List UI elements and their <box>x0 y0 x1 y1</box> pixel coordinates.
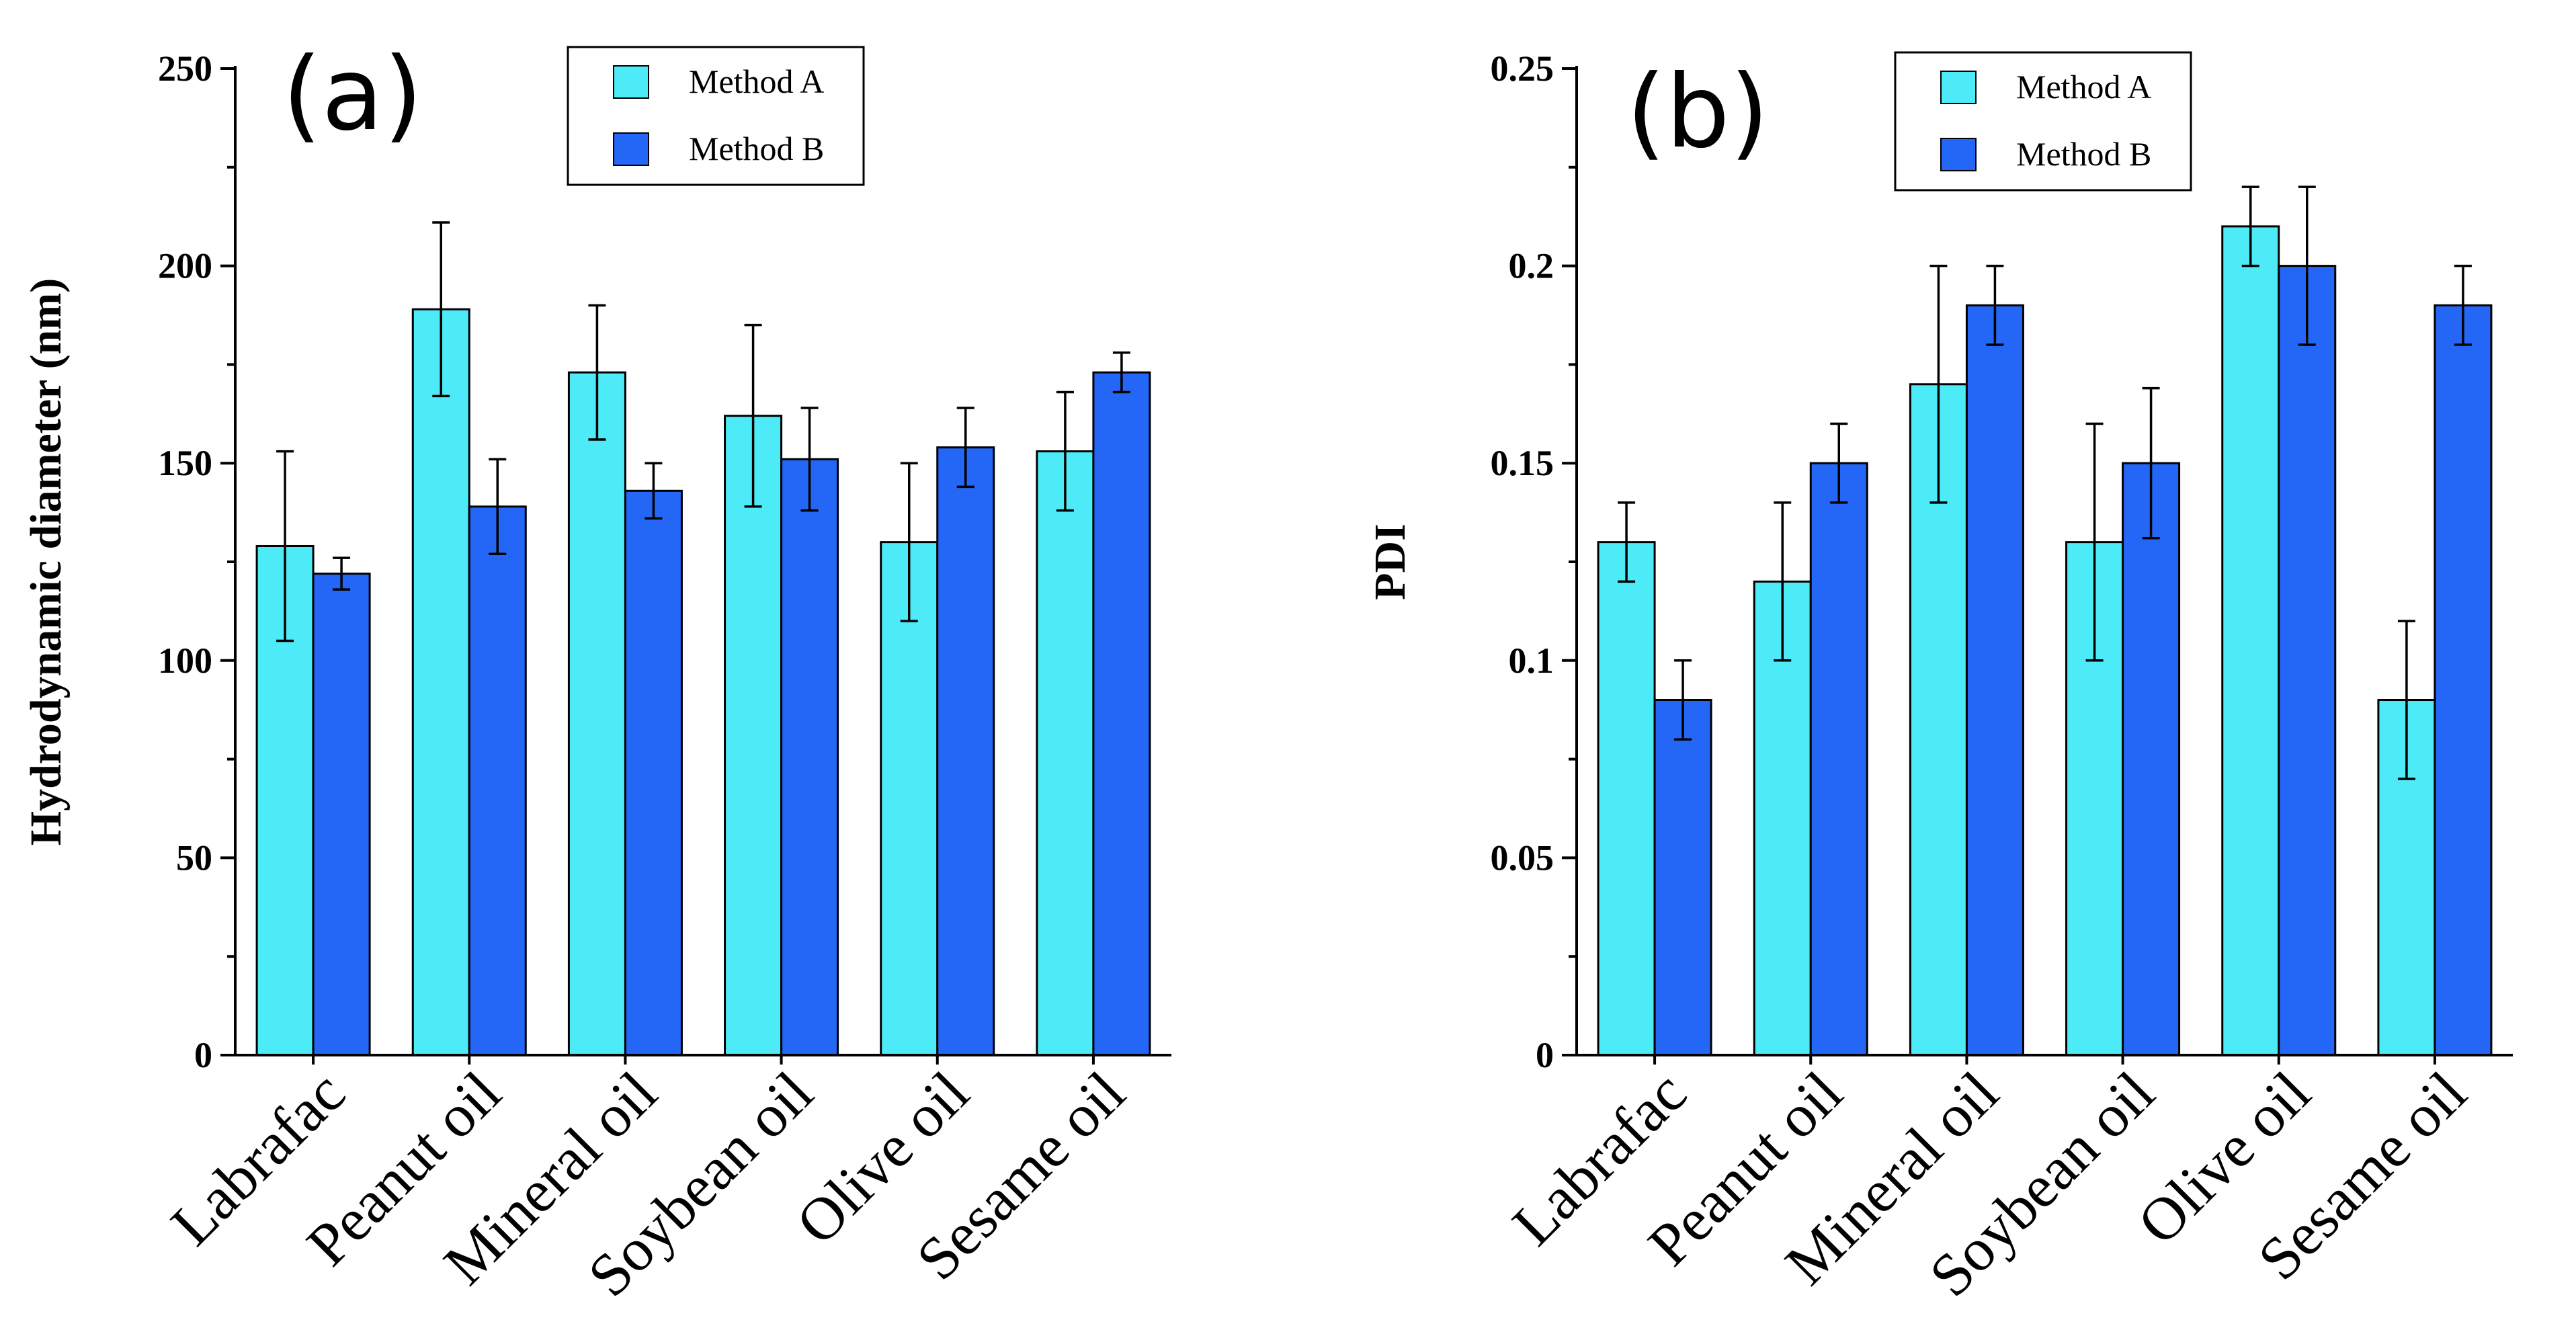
y-tick-label: 0 <box>1536 1035 1554 1075</box>
error-bar-method-b-olive-oil <box>956 407 974 489</box>
legend-label-method-b: Method B <box>689 130 824 167</box>
bar-method-a-sesame-oil <box>1036 450 1095 1056</box>
y-tick-label: 0.25 <box>1491 48 1554 89</box>
bar-method-a-olive-oil <box>2221 225 2280 1056</box>
bar-method-b-soybean-oil <box>780 458 839 1056</box>
legend-label-method-a: Method A <box>689 63 824 100</box>
error-bar-method-a-mineral-oil <box>1929 264 1948 504</box>
bar-method-b-soybean-oil <box>2122 462 2181 1056</box>
legend: Method A Method B <box>1894 51 2192 192</box>
error-bar-method-a-peanut-oil <box>432 221 450 398</box>
legend-swatch-method-b <box>1940 138 1977 171</box>
panel-label: (a) <box>282 36 423 153</box>
y-tick-label: 100 <box>158 640 212 681</box>
bar-method-b-olive-oil <box>936 446 995 1056</box>
error-bar-method-a-olive-oil <box>900 462 918 622</box>
bar-method-b-mineral-oil <box>624 489 683 1056</box>
error-bar-method-b-labrafac <box>333 556 351 591</box>
error-bar-method-b-mineral-oil <box>1986 264 2004 346</box>
bar-method-b-peanut-oil <box>1809 462 1868 1056</box>
error-bar-method-b-labrafac <box>1674 659 1692 741</box>
y-tick-label: 0.15 <box>1491 443 1554 483</box>
legend-swatch-method-a <box>1940 71 1977 104</box>
bar-method-b-peanut-oil <box>468 505 527 1056</box>
legend: Method A Method B <box>567 46 865 186</box>
error-bar-method-a-peanut-oil <box>1774 501 1792 662</box>
bar-method-b-labrafac <box>312 573 371 1056</box>
legend-swatch-method-a <box>613 65 649 99</box>
error-bar-method-b-mineral-oil <box>645 462 663 520</box>
error-bar-method-b-peanut-oil <box>489 458 507 556</box>
error-bar-method-b-sesame-oil <box>2454 264 2472 346</box>
error-bar-method-a-labrafac <box>276 450 294 642</box>
y-axis-label: Hydrodynamic diameter (nm) <box>22 278 71 846</box>
y-tick-label: 150 <box>158 443 212 483</box>
error-bar-method-a-soybean-oil <box>744 323 762 508</box>
bar-method-a-olive-oil <box>880 541 939 1056</box>
y-tick-label: 0.2 <box>1509 246 1554 286</box>
y-axis-label: PDI <box>1366 524 1415 600</box>
y-tick-label: 250 <box>158 48 212 89</box>
bar-method-a-mineral-oil <box>567 371 626 1056</box>
legend-swatch-method-b <box>613 132 649 166</box>
bar-method-b-olive-oil <box>2278 265 2337 1056</box>
y-tick-label: 0 <box>194 1035 212 1075</box>
error-bar-method-a-soybean-oil <box>2085 422 2104 662</box>
error-bar-method-a-sesame-oil <box>2397 620 2415 780</box>
bar-method-b-sesame-oil <box>1092 371 1151 1056</box>
error-bar-method-a-olive-oil <box>2241 185 2259 267</box>
legend-label-method-b: Method B <box>2016 135 2151 173</box>
bar-method-a-soybean-oil <box>724 415 783 1056</box>
error-bar-method-a-mineral-oil <box>588 304 606 441</box>
legend-label-method-a: Method A <box>2016 68 2151 106</box>
error-bar-method-a-sesame-oil <box>1056 390 1074 512</box>
y-tick-label: 0.1 <box>1509 640 1554 681</box>
error-bar-method-b-olive-oil <box>2298 185 2316 346</box>
y-tick-label: 50 <box>176 837 212 878</box>
bar-method-b-sesame-oil <box>2434 304 2493 1056</box>
error-bar-method-b-soybean-oil <box>800 407 819 512</box>
y-tick-label: 200 <box>158 246 212 286</box>
error-bar-method-a-labrafac <box>1618 501 1636 583</box>
bar-method-b-labrafac <box>1653 699 1712 1056</box>
bar-method-a-labrafac <box>1597 541 1656 1056</box>
bar-method-b-mineral-oil <box>1965 304 2024 1056</box>
y-tick-label: 0.05 <box>1491 837 1554 878</box>
error-bar-method-b-sesame-oil <box>1112 351 1130 394</box>
bar-method-a-peanut-oil <box>411 308 470 1056</box>
error-bar-method-b-peanut-oil <box>1830 422 1848 504</box>
error-bar-method-b-soybean-oil <box>2142 386 2160 540</box>
panel-label: (b) <box>1626 54 1769 171</box>
